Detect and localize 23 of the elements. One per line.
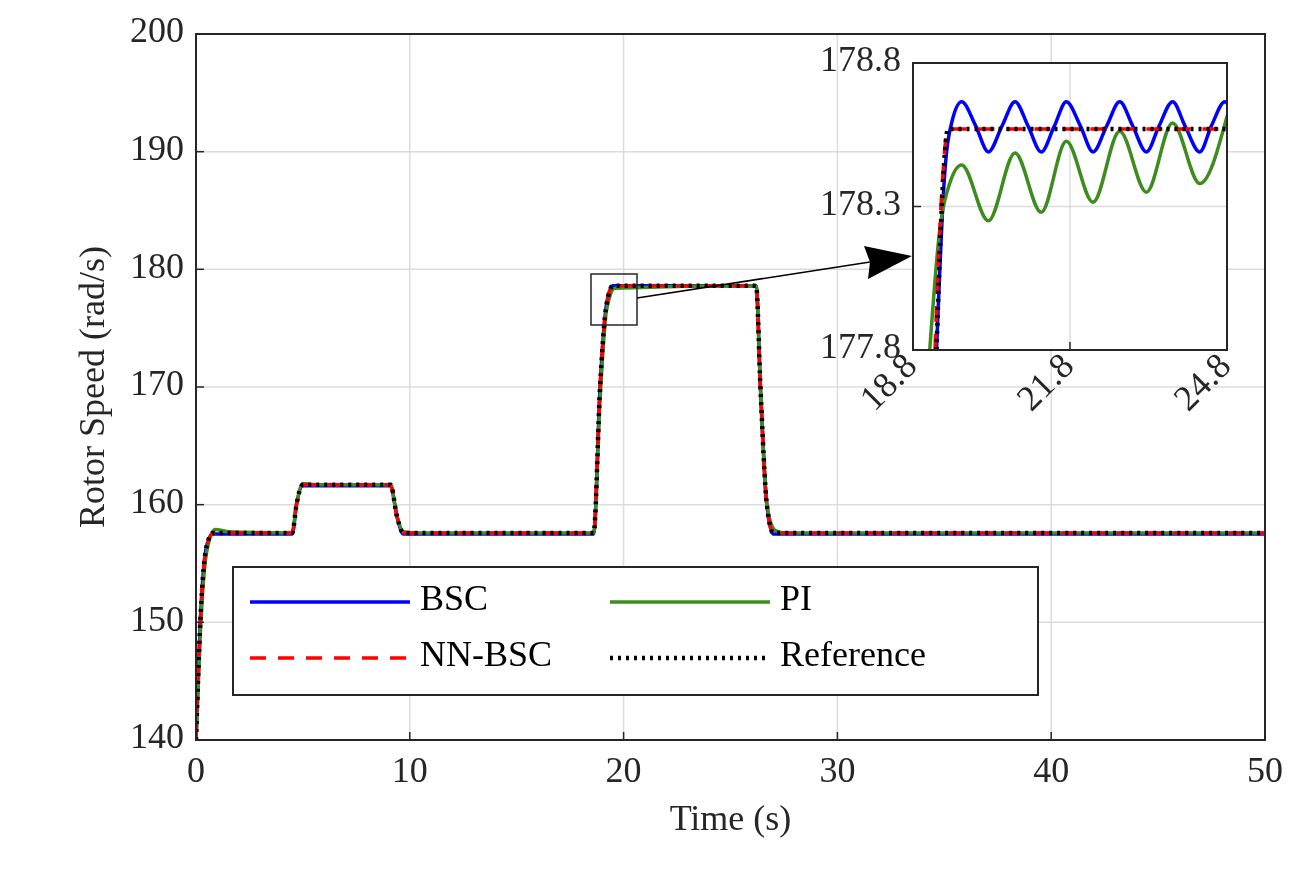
y-tick-label: 178.8 xyxy=(820,39,901,80)
legend-label: Reference xyxy=(780,634,926,675)
x-tick-label: 20 xyxy=(605,750,642,790)
y-tick-label: 178.3 xyxy=(820,182,901,223)
x-tick-label: 10 xyxy=(391,750,428,790)
x-tick-label: 0 xyxy=(187,750,205,790)
x-tick-label: 40 xyxy=(1033,750,1070,790)
x-tick-label: 21.8 xyxy=(1008,345,1082,419)
x-tick-label: 50 xyxy=(1247,750,1283,790)
y-tick-label: 200 xyxy=(130,10,184,51)
x-axis-title: Time (s) xyxy=(669,798,792,838)
y-tick-label: 150 xyxy=(130,598,184,639)
y-axis-title: Rotor Speed (rad/s) xyxy=(72,246,112,528)
y-tick-label: 140 xyxy=(130,716,184,757)
x-tick-label: 30 xyxy=(819,750,856,790)
legend-label: PI xyxy=(780,578,813,619)
y-tick-label: 180 xyxy=(130,245,184,286)
x-tick-label: 24.8 xyxy=(1165,345,1239,419)
legend-label: BSC xyxy=(420,578,489,619)
y-tick-label: 190 xyxy=(130,127,184,168)
y-tick-label: 170 xyxy=(130,363,184,404)
y-tick-label: 160 xyxy=(130,480,184,521)
legend-label: NN-BSC xyxy=(420,634,553,675)
